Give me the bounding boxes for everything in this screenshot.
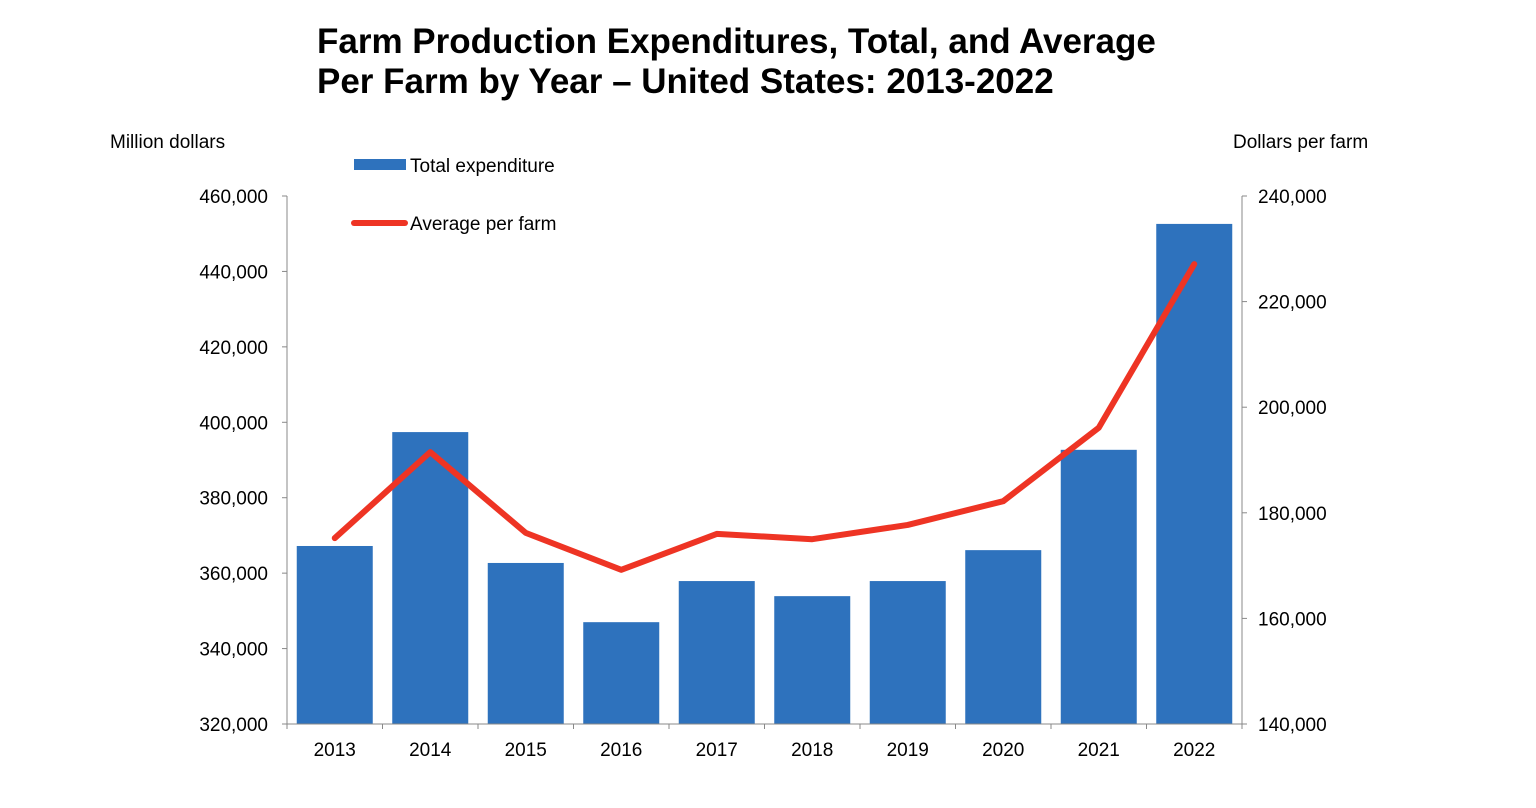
- line-average-per-farm: [331, 261, 1198, 573]
- legend-swatch-total-expenditure: [354, 159, 406, 170]
- bars: [296, 223, 1233, 724]
- right-tick-label: 200,000: [1258, 398, 1327, 419]
- bar-2019: [869, 581, 946, 724]
- left-tick-label: 380,000: [199, 489, 268, 510]
- x-tick-label: 2017: [696, 740, 738, 761]
- left-tick-label: 340,000: [199, 640, 268, 661]
- legend-label-total-expenditure: Total expenditure: [410, 156, 555, 177]
- legend-label-average-per-farm: Average per farm: [410, 214, 556, 235]
- bar-2014: [392, 432, 469, 724]
- right-tick-label: 220,000: [1258, 293, 1327, 314]
- right-axis-label: Dollars per farm: [1233, 132, 1368, 153]
- left-tick-label: 460,000: [199, 187, 268, 208]
- left-tick-label: 420,000: [199, 338, 268, 359]
- legend: Total expenditure Average per farm: [351, 156, 556, 235]
- right-tick-label: 140,000: [1258, 715, 1327, 736]
- bar-2013: [296, 545, 373, 724]
- bar-2021: [1060, 449, 1137, 724]
- right-tick-label: 160,000: [1258, 609, 1327, 630]
- bar-2017: [678, 581, 755, 724]
- x-tick-label: 2021: [1078, 740, 1120, 761]
- axes: 320,000 340,000 360,000 380,000 400,000 420,0…: [199, 187, 1326, 761]
- x-tick-label: 2019: [887, 740, 929, 761]
- right-tick-label: 180,000: [1258, 504, 1327, 525]
- x-tick-label: 2015: [505, 740, 547, 761]
- x-tick-label: 2022: [1173, 740, 1215, 761]
- chart-title-line-2: Per Farm by Year – United States: 2013-2…: [317, 62, 1054, 101]
- bar-2016: [583, 622, 660, 724]
- left-tick-label: 440,000: [199, 262, 268, 283]
- bar-2022: [1156, 223, 1233, 724]
- left-tick-label: 360,000: [199, 564, 268, 585]
- x-tick-label: 2013: [314, 740, 356, 761]
- bar-2015: [487, 562, 564, 724]
- x-tick-label: 2018: [791, 740, 833, 761]
- x-tick-label: 2014: [409, 740, 452, 761]
- x-tick-label: 2016: [600, 740, 642, 761]
- chart-title: Farm Production Expenditures, Total, and…: [317, 22, 1156, 102]
- chart-title-line-1: Farm Production Expenditures, Total, and…: [317, 22, 1156, 61]
- left-axis-label: Million dollars: [110, 132, 225, 153]
- left-tick-label: 320,000: [199, 715, 268, 736]
- right-tick-label: 240,000: [1258, 187, 1327, 208]
- left-tick-label: 400,000: [199, 413, 268, 434]
- x-tick-label: 2020: [982, 740, 1024, 761]
- bar-2020: [965, 550, 1042, 724]
- bar-2018: [774, 596, 851, 724]
- line-series: [331, 261, 1198, 573]
